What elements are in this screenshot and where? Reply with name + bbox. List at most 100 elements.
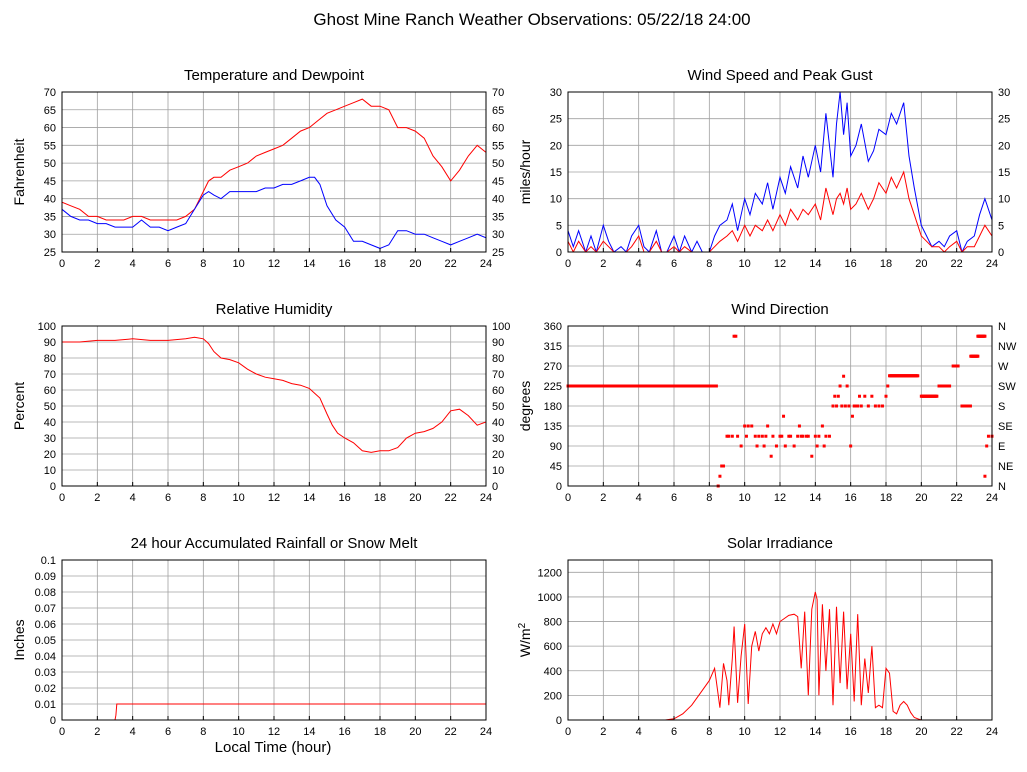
x-tick-label: 24 bbox=[480, 726, 492, 738]
x-tick-label: 22 bbox=[445, 492, 457, 504]
y-tick-label: 135 bbox=[544, 421, 562, 433]
direction-point bbox=[743, 424, 747, 428]
direction-point bbox=[850, 414, 854, 418]
x-tick-label: 22 bbox=[445, 726, 457, 738]
direction-point bbox=[842, 374, 846, 378]
x-tick-label: 6 bbox=[165, 492, 171, 504]
right-tick-label: NW bbox=[998, 341, 1017, 353]
direction-point bbox=[820, 424, 824, 428]
x-tick-label: 24 bbox=[480, 258, 492, 270]
direction-point bbox=[787, 434, 791, 438]
chart-rain: 24 hour Accumulated Rainfall or Snow Mel… bbox=[11, 535, 492, 738]
x-tick-label: 2 bbox=[94, 726, 100, 738]
direction-point bbox=[750, 424, 754, 428]
direction-point bbox=[725, 434, 729, 438]
direction-point bbox=[753, 434, 757, 438]
x-tick-label: 6 bbox=[165, 726, 171, 738]
x-tick-label: 4 bbox=[130, 258, 136, 270]
y-tick-label: 35 bbox=[44, 211, 56, 223]
right-tick-label: 35 bbox=[492, 211, 504, 223]
x-tick-label: 16 bbox=[339, 492, 351, 504]
direction-point bbox=[721, 464, 725, 468]
y-tick-label: 0 bbox=[50, 715, 56, 727]
direction-point bbox=[884, 394, 888, 398]
x-tick-label: 14 bbox=[303, 258, 315, 270]
y-tick-label: 70 bbox=[44, 87, 56, 99]
x-tick-label: 10 bbox=[739, 726, 751, 738]
y-tick-label: 0.08 bbox=[35, 587, 56, 599]
x-tick-label: 18 bbox=[374, 492, 386, 504]
direction-point bbox=[714, 384, 718, 388]
x-tick-label: 0 bbox=[59, 492, 65, 504]
direction-point bbox=[817, 434, 821, 438]
right-tick-label: 60 bbox=[492, 385, 504, 397]
series-line bbox=[62, 176, 486, 249]
x-tick-label: 12 bbox=[268, 726, 280, 738]
y-tick-label: 40 bbox=[44, 194, 56, 206]
x-tick-label: 8 bbox=[200, 258, 206, 270]
y-tick-label: 200 bbox=[544, 690, 562, 702]
direction-point bbox=[796, 434, 800, 438]
y-axis-title: degrees bbox=[517, 381, 533, 432]
x-tick-label: 20 bbox=[915, 492, 927, 504]
chart-title: Relative Humidity bbox=[216, 301, 333, 318]
right-tick-label: 90 bbox=[492, 337, 504, 349]
y-axis-title: Percent bbox=[11, 382, 27, 430]
direction-point bbox=[880, 404, 884, 408]
x-tick-label: 6 bbox=[165, 258, 171, 270]
direction-point bbox=[856, 404, 860, 408]
direction-point bbox=[769, 454, 773, 458]
direction-point bbox=[782, 414, 786, 418]
right-tick-label: 30 bbox=[998, 87, 1010, 99]
direction-point bbox=[780, 434, 784, 438]
y-tick-label: 1000 bbox=[538, 592, 562, 604]
right-tick-label: 70 bbox=[492, 369, 504, 381]
right-tick-label: 40 bbox=[492, 417, 504, 429]
y-tick-label: 70 bbox=[44, 369, 56, 381]
x-tick-label: 2 bbox=[600, 258, 606, 270]
direction-point bbox=[831, 404, 835, 408]
x-tick-label: 12 bbox=[774, 258, 786, 270]
x-tick-label: 10 bbox=[233, 492, 245, 504]
right-tick-label: 10 bbox=[998, 194, 1010, 206]
right-tick-label: 30 bbox=[492, 433, 504, 445]
x-tick-label: 10 bbox=[739, 492, 751, 504]
y-tick-label: 0.04 bbox=[35, 651, 56, 663]
y-tick-label: 360 bbox=[544, 321, 562, 333]
right-tick-label: 80 bbox=[492, 353, 504, 365]
x-tick-label: 14 bbox=[809, 492, 821, 504]
right-tick-label: 40 bbox=[492, 194, 504, 206]
direction-point bbox=[739, 444, 743, 448]
series-line bbox=[568, 170, 992, 252]
y-tick-label: 0 bbox=[556, 481, 562, 493]
direction-point bbox=[838, 384, 842, 388]
direction-point bbox=[799, 434, 803, 438]
y-tick-label: 315 bbox=[544, 341, 562, 353]
series-line bbox=[62, 703, 486, 720]
y-tick-label: 60 bbox=[44, 123, 56, 135]
y-tick-label: 45 bbox=[44, 176, 56, 188]
x-tick-label: 16 bbox=[845, 258, 857, 270]
y-tick-label: 0.06 bbox=[35, 619, 56, 631]
x-tick-label: 8 bbox=[200, 492, 206, 504]
x-tick-label: 18 bbox=[374, 726, 386, 738]
x-tick-label: 0 bbox=[59, 726, 65, 738]
right-tick-label: 20 bbox=[998, 140, 1010, 152]
direction-point bbox=[847, 404, 851, 408]
y-axis-title: Inches bbox=[11, 619, 27, 660]
x-tick-label: 16 bbox=[845, 726, 857, 738]
direction-point bbox=[986, 434, 990, 438]
y-tick-label: 20 bbox=[44, 449, 56, 461]
x-tick-label: 4 bbox=[130, 726, 136, 738]
direction-point bbox=[859, 404, 863, 408]
direction-point bbox=[789, 434, 793, 438]
x-tick-label: 20 bbox=[409, 726, 421, 738]
chart-title: Wind Direction bbox=[731, 301, 829, 318]
direction-point bbox=[771, 434, 775, 438]
y-tick-label: 0.02 bbox=[35, 683, 56, 695]
right-tick-label: E bbox=[998, 441, 1005, 453]
x-tick-label: 22 bbox=[951, 258, 963, 270]
direction-point bbox=[736, 434, 740, 438]
